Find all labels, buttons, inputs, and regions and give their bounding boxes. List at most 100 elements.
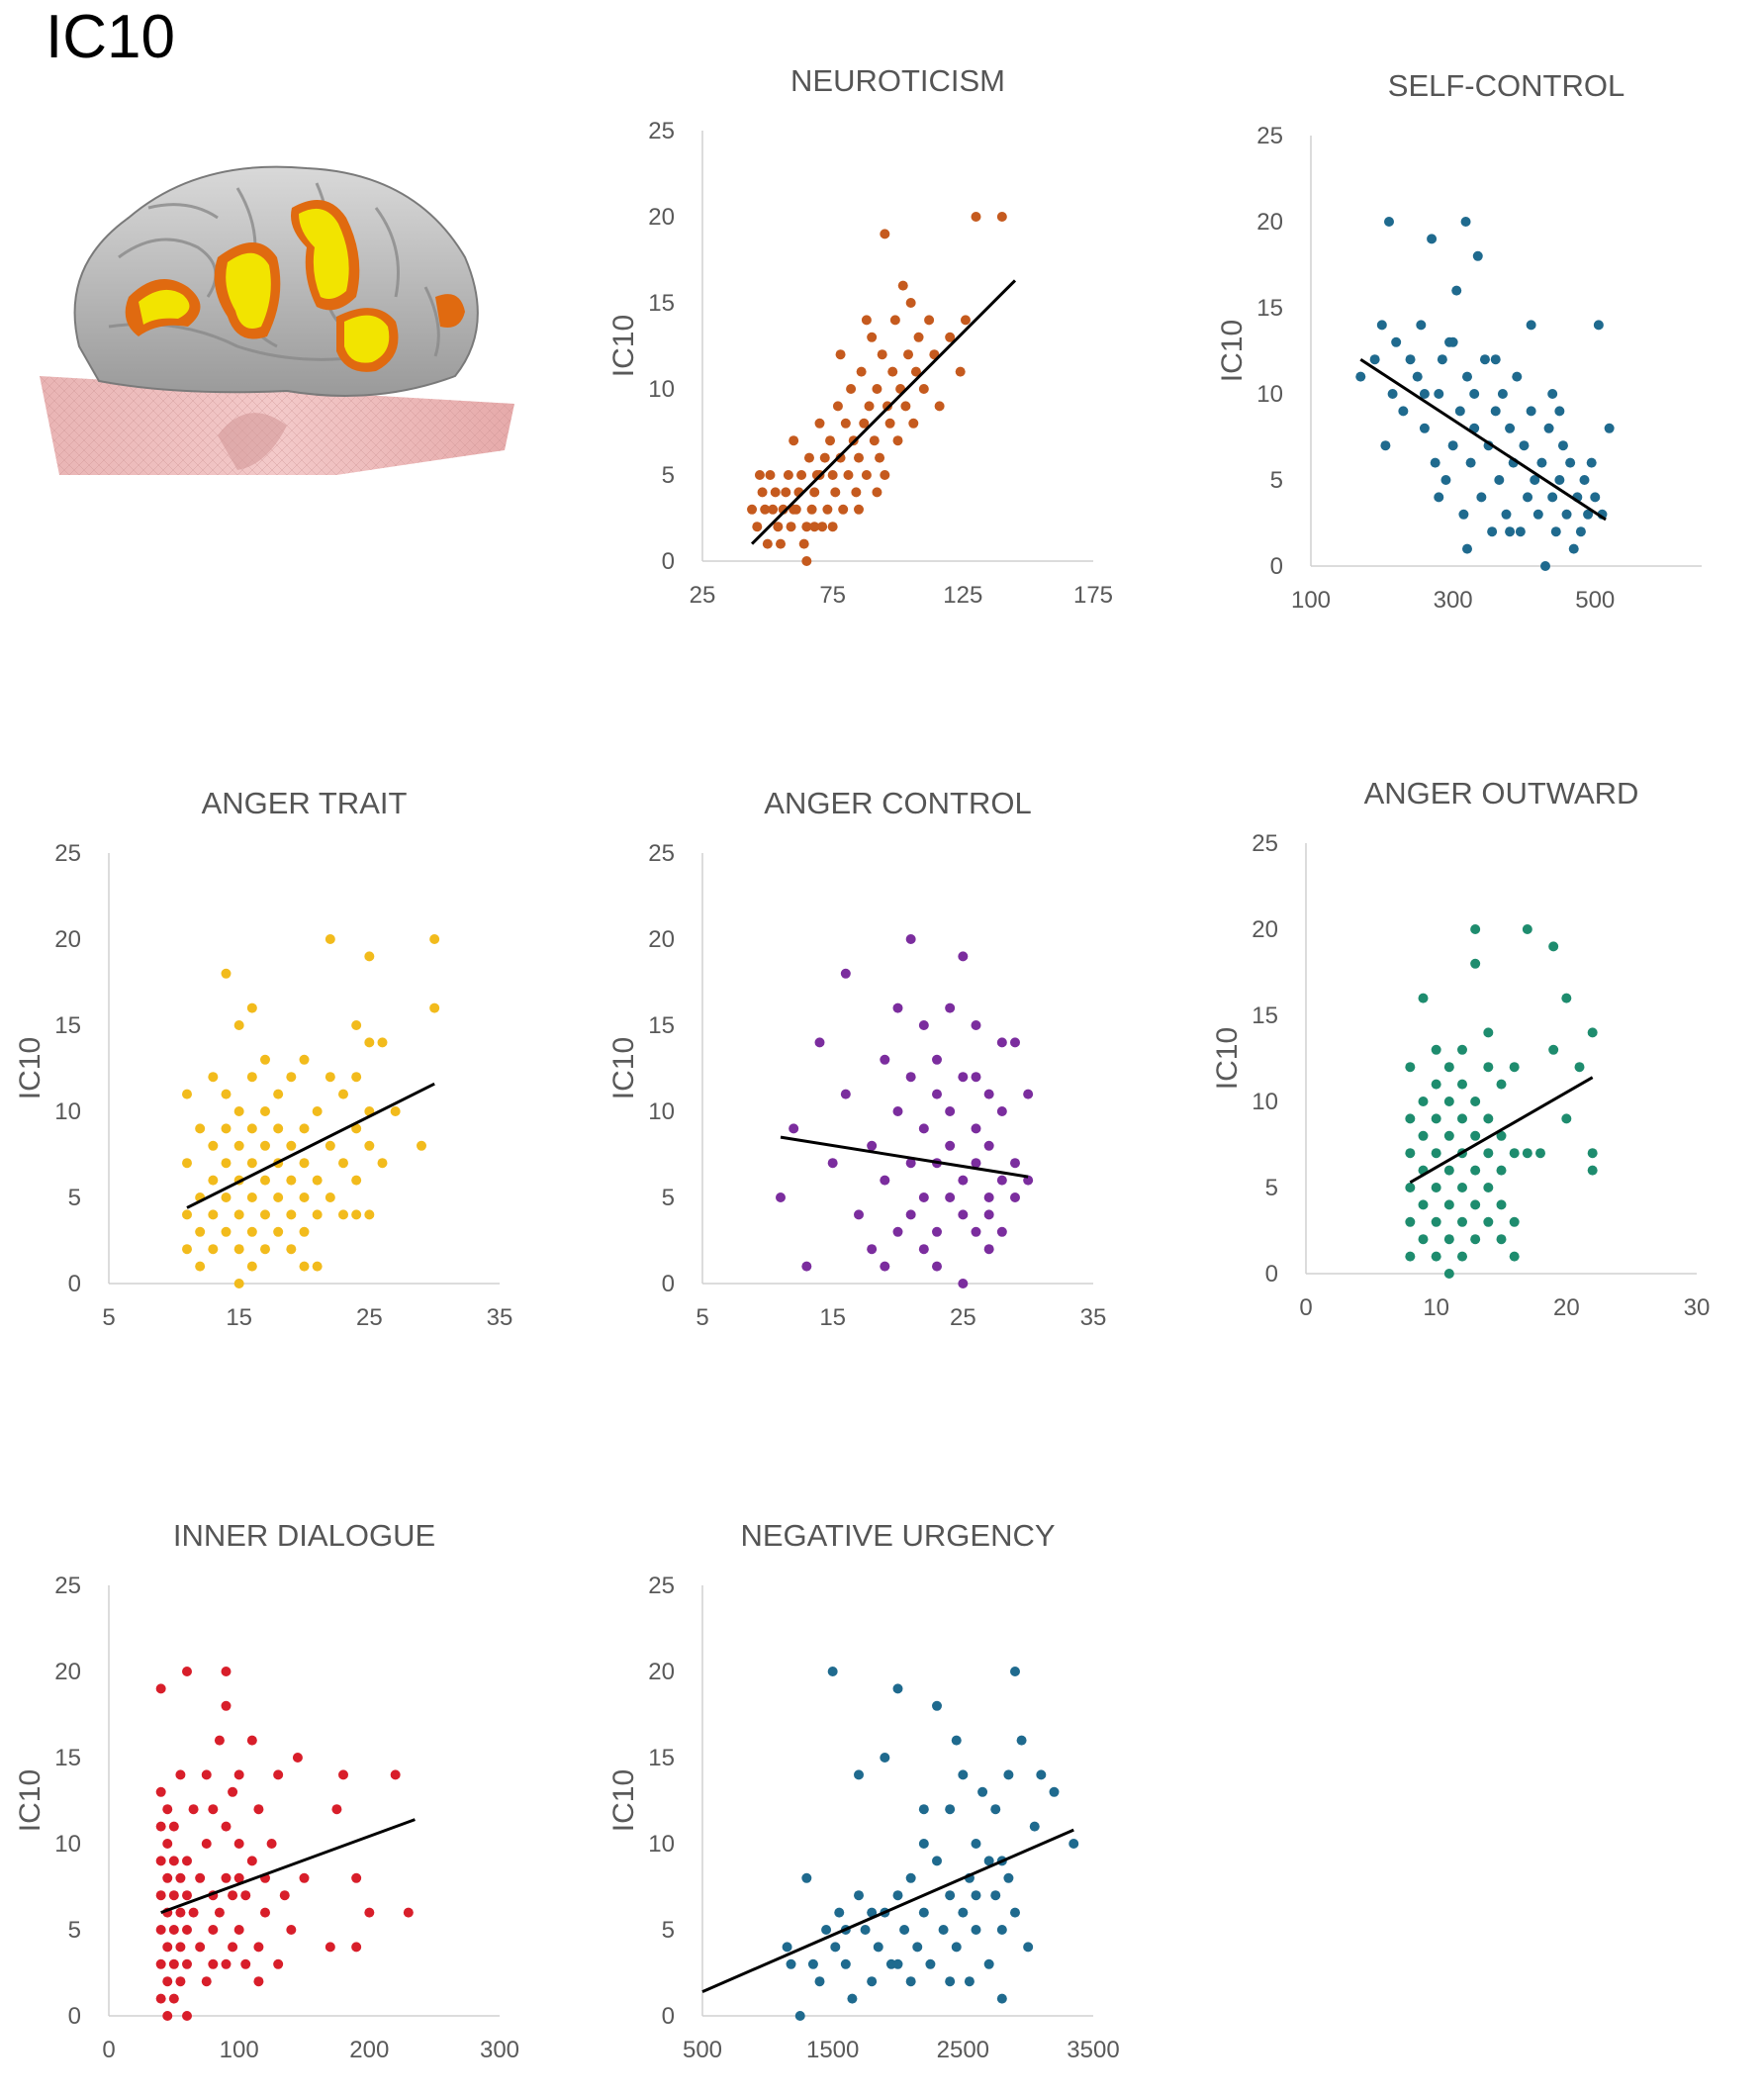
scatter-point (1574, 1062, 1585, 1073)
chart-title: ANGER CONTROL (764, 786, 1031, 820)
scatter-point (1497, 389, 1508, 399)
scatter-point (1447, 336, 1458, 347)
scatter-point (835, 452, 846, 463)
scatter-point (233, 1209, 244, 1220)
scatter-point (338, 1769, 348, 1780)
scatter-point (188, 1804, 199, 1815)
scatter-point (1505, 423, 1516, 433)
scatter-point (246, 1123, 257, 1134)
scatter-point (155, 1890, 166, 1901)
y-tick-label: 10 (648, 1098, 675, 1125)
scatter-point (860, 1925, 871, 1935)
scatter-point (814, 1037, 825, 1048)
scatter-point (195, 1226, 206, 1237)
scatter-point (364, 1037, 375, 1048)
scatter-point (260, 1907, 270, 1918)
scatter-point (918, 1804, 929, 1815)
scatter-point (208, 1244, 219, 1255)
scatter-point (233, 1244, 244, 1255)
chart-title: ANGER OUTWARD (1364, 776, 1639, 811)
scatter-point (990, 1804, 1001, 1815)
scatter-point (1583, 509, 1594, 520)
scatter-point (960, 315, 971, 326)
scatter-point (1501, 509, 1512, 520)
scatter-point (882, 401, 892, 412)
scatter-point (932, 1089, 942, 1099)
scatter-point (1526, 406, 1536, 417)
scatter-point (1023, 1089, 1034, 1099)
scatter-point (840, 968, 851, 979)
scatter-point (228, 1890, 238, 1901)
scatter-point (809, 522, 820, 532)
scatter-point (892, 1106, 903, 1116)
scatter-point (880, 1054, 890, 1065)
scatter-point (1487, 526, 1498, 537)
x-tick-label: 0 (1299, 1294, 1312, 1321)
scatter-point (872, 384, 882, 394)
scatter-point (807, 1958, 818, 1969)
scatter-point (1483, 1216, 1494, 1227)
scatter-point (1496, 1130, 1507, 1141)
scatter-point (221, 1226, 232, 1237)
y-tick-label: 0 (1265, 1261, 1278, 1287)
y-axis-label: IC10 (607, 1037, 640, 1099)
figure-title: IC10 (46, 3, 175, 71)
scatter-point (1561, 1113, 1572, 1124)
scatter-point (776, 1192, 786, 1202)
scatter-point (390, 1106, 401, 1116)
scatter-point (351, 1942, 362, 1953)
y-tick-label: 15 (648, 290, 675, 317)
scatter-point (1405, 1148, 1416, 1159)
scatter-point (996, 1226, 1007, 1237)
scatter-point (925, 1958, 936, 1969)
scatter-point (932, 1054, 942, 1065)
x-tick-label: 125 (943, 582, 982, 609)
scatter-point (827, 1158, 838, 1169)
scatter-point (417, 1140, 426, 1151)
scatter-point (201, 1839, 212, 1849)
scatter-point (1586, 457, 1597, 468)
scatter-point (1540, 561, 1550, 571)
y-tick-label: 25 (648, 118, 675, 144)
scatter-point (905, 1158, 916, 1169)
scatter-point (214, 1735, 225, 1746)
scatter-point (908, 418, 919, 429)
scatter-point (803, 452, 814, 463)
scatter-point (945, 1890, 956, 1901)
scatter-point (1431, 1216, 1441, 1227)
scatter-point (168, 1993, 179, 2004)
scatter-point (1023, 1942, 1034, 1953)
scatter-point (1496, 1079, 1507, 1090)
scatter-point (1457, 1079, 1467, 1090)
scatter-point (1419, 423, 1430, 433)
scatter-point (1010, 1037, 1020, 1048)
scatter-point (1509, 1216, 1520, 1227)
scatter-point (260, 1106, 270, 1116)
scatter-point (253, 1942, 264, 1953)
scatter-point (983, 1958, 994, 1969)
scatter-point (918, 1192, 929, 1202)
scatter-point (1384, 217, 1394, 227)
scatter-point (905, 1072, 916, 1083)
scatter-point (867, 1244, 878, 1255)
scatter-point (996, 1106, 1007, 1116)
scatter-point (155, 1958, 166, 1969)
scatter-point (768, 504, 779, 515)
scatter-point (814, 1976, 825, 1987)
scatter-point (880, 470, 890, 480)
scatter-point (783, 470, 793, 480)
scatter-point (892, 1683, 903, 1694)
x-tick-label: 300 (480, 2037, 519, 2063)
scatter-point (873, 1942, 883, 1953)
scatter-point (996, 212, 1007, 222)
scatter-point (1483, 1062, 1494, 1073)
scatter-point (1483, 1183, 1494, 1192)
scatter-point (832, 401, 843, 412)
scatter-point (1003, 1872, 1014, 1883)
scatter-point (1550, 526, 1561, 537)
scatter-point (754, 470, 765, 480)
x-tick-label: 1500 (806, 2037, 859, 2063)
scatter-point (796, 470, 807, 480)
scatter-point (279, 1890, 290, 1901)
